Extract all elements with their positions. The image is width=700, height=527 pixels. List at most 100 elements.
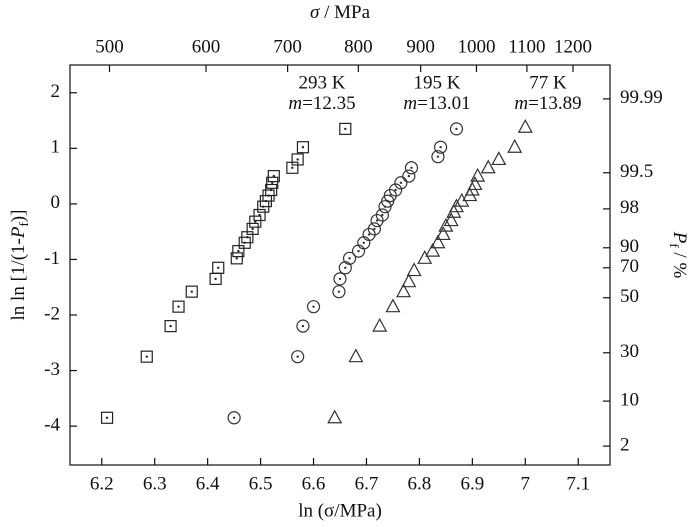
y-axis-label-part: f	[16, 222, 31, 227]
data-point	[491, 151, 507, 166]
marker-dot	[436, 155, 440, 158]
circle-marker	[394, 176, 408, 190]
data-point	[327, 409, 343, 424]
data-point	[507, 138, 523, 153]
marker-dot	[258, 213, 261, 217]
marker-dot	[312, 305, 315, 308]
marker-dot	[455, 127, 458, 131]
circle-marker	[402, 169, 416, 183]
y-tick-label: -3	[44, 359, 60, 380]
circle-marker	[296, 319, 310, 333]
marker-dot	[367, 233, 371, 236]
triangle-marker	[385, 298, 401, 313]
circle-marker	[433, 140, 448, 154]
square-marker	[185, 285, 198, 298]
circle-marker	[227, 411, 241, 425]
circle-marker	[306, 300, 321, 314]
circle-marker	[291, 350, 305, 364]
x-axis-label: ln (σ/MPa)	[298, 500, 382, 521]
marker-dot	[301, 146, 305, 149]
x-tick-label: 7	[521, 473, 531, 494]
x-tick-label: 6.7	[355, 473, 379, 494]
marker-dot	[357, 249, 360, 253]
data-point	[265, 183, 278, 197]
x-tick-label: 6.6	[302, 473, 326, 494]
data-point	[339, 122, 352, 135]
data-point	[332, 285, 346, 299]
marker-dot	[214, 277, 217, 281]
marker-dot	[375, 219, 379, 222]
triangle-marker	[372, 317, 388, 332]
y-tick-label: -4	[44, 414, 60, 435]
marker-dot	[348, 257, 351, 260]
weibull-modulus-symbol: m	[403, 93, 417, 114]
marker-dot	[399, 181, 403, 184]
weibull-modulus-value: =13.89	[528, 93, 581, 114]
data-point	[375, 208, 389, 222]
circle-marker	[367, 222, 382, 236]
marker-dot	[291, 166, 294, 169]
y-tick-label: -1	[44, 248, 60, 269]
marker-dot	[190, 290, 193, 293]
right-tick-label: 98	[620, 197, 639, 218]
right-tick-label: 30	[620, 341, 639, 362]
triangle-marker	[406, 262, 422, 277]
marker-dot	[439, 146, 442, 149]
marker-dot	[337, 290, 341, 293]
right-tick-label: 10	[620, 389, 639, 410]
right-tick-label: 70	[620, 256, 639, 277]
y-axis-label-part: ln ln [1/(1-	[8, 238, 29, 320]
square-marker	[266, 176, 279, 189]
right-tick-label: 99.99	[620, 87, 663, 108]
x-tick-label: 6.4	[196, 473, 220, 494]
triangle-marker	[396, 283, 412, 298]
data-point	[296, 319, 310, 333]
circle-marker	[375, 208, 389, 222]
x-tick-label: 6.5	[249, 473, 273, 494]
marker-dot	[344, 266, 347, 269]
marker-dot	[301, 324, 305, 328]
marker-dot	[362, 241, 366, 244]
triangle-marker	[327, 409, 343, 424]
circle-marker	[332, 285, 346, 299]
data-point	[249, 215, 262, 228]
triangle-marker	[401, 273, 417, 288]
marker-dot	[105, 416, 109, 419]
x-tick-label: 6.2	[90, 473, 114, 494]
y-tick-label: 1	[51, 137, 61, 158]
y-tick-label: 0	[51, 192, 61, 213]
marker-dot	[246, 236, 249, 239]
top-tick-label: 500	[95, 36, 124, 57]
triangle-marker	[491, 151, 507, 166]
square-marker	[164, 320, 177, 333]
marker-dot	[269, 188, 273, 192]
series-annotation: m=13.89	[514, 93, 581, 114]
data-point	[351, 244, 366, 258]
series-annotation: 77 K	[529, 72, 567, 93]
data-point	[253, 208, 266, 222]
data-point	[430, 234, 446, 249]
data-point	[172, 300, 185, 313]
top-tick-label: 600	[192, 36, 221, 57]
data-point	[227, 411, 241, 425]
series-annotation: 293 K	[299, 72, 346, 93]
circle-marker	[404, 161, 419, 175]
triangle-marker	[348, 348, 364, 363]
series-annotation: 195 K	[414, 72, 461, 93]
triangle-marker	[480, 159, 496, 174]
data-point	[338, 261, 352, 275]
square-marker	[265, 183, 278, 197]
square-marker	[267, 170, 280, 183]
square-marker	[339, 122, 352, 135]
right-tick-label: 2	[620, 434, 630, 455]
y-axis-label: ln ln [1/(1-Pf)]	[8, 210, 31, 321]
circle-marker	[342, 251, 357, 265]
data-point	[100, 411, 114, 424]
data-point	[385, 298, 401, 313]
right-axis-label: Pf / %	[667, 231, 690, 279]
top-axis-label-unit: / MPa	[319, 2, 370, 23]
data-point	[517, 118, 533, 133]
marker-dot	[237, 249, 240, 253]
x-tick-label: 7.1	[566, 473, 590, 494]
marker-dot	[169, 324, 172, 328]
